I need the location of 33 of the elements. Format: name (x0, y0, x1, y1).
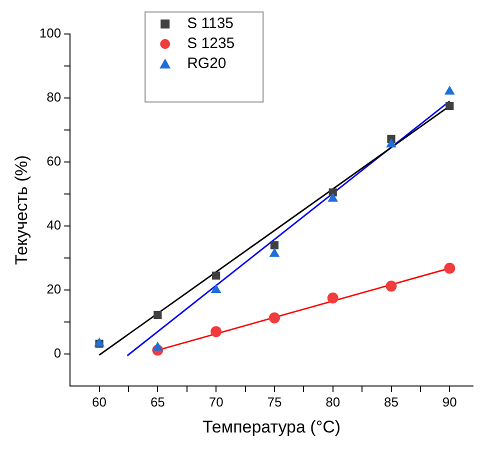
point (270, 241, 278, 250)
point (154, 310, 162, 319)
point (386, 138, 396, 148)
y-tick-label: 80 (46, 90, 62, 105)
x-axis-title: Температура (°C) (202, 417, 341, 436)
point (444, 86, 454, 95)
y-tick-label: 60 (46, 154, 62, 169)
legend-label: RG20 (187, 55, 226, 72)
point (327, 292, 338, 304)
point (446, 102, 454, 110)
x-tick-label: 85 (384, 394, 398, 410)
point (211, 284, 221, 293)
y-tick-label: 100 (39, 26, 62, 41)
x-tick-label: 65 (150, 394, 165, 410)
legend-label: S 1235 (187, 35, 235, 52)
x-tick-label: 70 (208, 394, 224, 410)
legend-label: S 1135 (187, 15, 234, 32)
point (444, 262, 456, 274)
point (152, 342, 163, 351)
point (210, 326, 222, 338)
y-tick-label: 40 (46, 218, 62, 233)
point (270, 248, 280, 257)
y-axis-title: Текучесть (%) (12, 155, 31, 265)
point (268, 312, 280, 324)
x-tick-label: 75 (267, 394, 282, 410)
point (386, 280, 397, 292)
y-tick-label: 20 (46, 282, 62, 297)
x-tick-label: 80 (326, 394, 340, 410)
x-tick-label: 90 (442, 394, 457, 410)
y-tick-label: 0 (54, 346, 62, 361)
point (212, 272, 220, 280)
x-tick-label: 60 (92, 394, 107, 410)
point (328, 193, 338, 202)
